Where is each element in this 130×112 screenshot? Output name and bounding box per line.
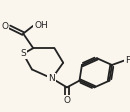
Text: O: O [63,96,70,105]
Text: F: F [125,56,130,65]
Text: N: N [49,74,55,83]
Text: O: O [1,22,8,31]
Text: OH: OH [34,21,48,30]
Text: S: S [20,49,26,58]
